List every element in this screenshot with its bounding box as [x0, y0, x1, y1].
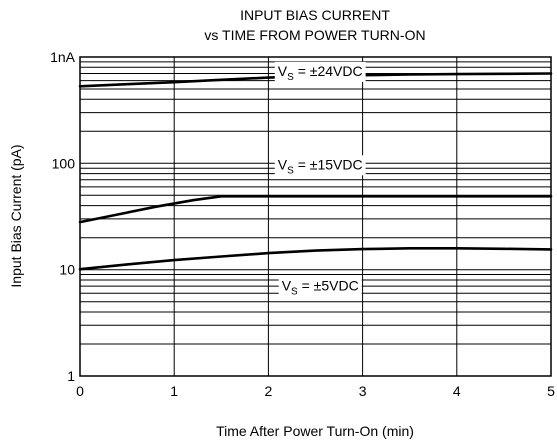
series-label-2: VS = ±5VDC: [282, 278, 359, 298]
y-tick-labels: 1 10 100 1nA: [50, 49, 76, 384]
y-tick-label-0: 1: [67, 368, 75, 384]
x-axis-label: Time After Power Turn-On (min): [216, 423, 414, 439]
chart-title-line-2: vs TIME FROM POWER TURN-ON: [204, 27, 425, 43]
x-tick-label-5: 5: [547, 383, 555, 399]
annotation-background-2: [278, 276, 362, 297]
series-label-value-2: = ±5VDC: [298, 278, 359, 294]
annotation-background-0: [274, 61, 366, 82]
x-tick-label-3: 3: [359, 383, 367, 399]
series-label-value-1: = ±15VDC: [294, 156, 363, 172]
x-tick-label-2: 2: [265, 383, 273, 399]
series-annotation-0: VS = ±24VDC: [274, 61, 366, 83]
series-label-1: VS = ±15VDC: [278, 156, 363, 176]
x-tick-label-4: 4: [453, 383, 461, 399]
series-label-value-0: = ±24VDC: [294, 63, 363, 79]
series-label-subscript-0: S: [287, 72, 294, 83]
series-annotation-2: VS = ±5VDC: [278, 276, 362, 298]
x-tick-labels: 0 1 2 3 4 5: [76, 383, 555, 399]
y-tick-label-3: 1nA: [50, 49, 76, 65]
chart-title-line-1: INPUT BIAS CURRENT: [240, 7, 390, 23]
series-annotation-1: VS = ±15VDC: [274, 155, 366, 176]
series-line-1: [78, 195, 553, 224]
plot-frame: [79, 56, 552, 377]
plot-grid: [79, 57, 552, 377]
series-label-prefix-2: V: [282, 278, 292, 294]
series-label-prefix-0: V: [278, 63, 288, 79]
x-tick-label-0: 0: [76, 383, 84, 399]
series-line-2: [78, 247, 553, 271]
y-axis-label: Input Bias Current (pA): [8, 144, 24, 287]
series-label-subscript-1: S: [287, 165, 294, 176]
y-tick-label-1: 10: [59, 262, 75, 278]
x-tick-label-1: 1: [170, 383, 178, 399]
series-label-prefix-1: V: [278, 156, 288, 172]
annotation-background-1: [274, 155, 366, 176]
series-label-0: VS = ±24VDC: [278, 63, 363, 83]
y-tick-label-2: 100: [52, 155, 76, 171]
series-label-subscript-2: S: [291, 287, 298, 298]
